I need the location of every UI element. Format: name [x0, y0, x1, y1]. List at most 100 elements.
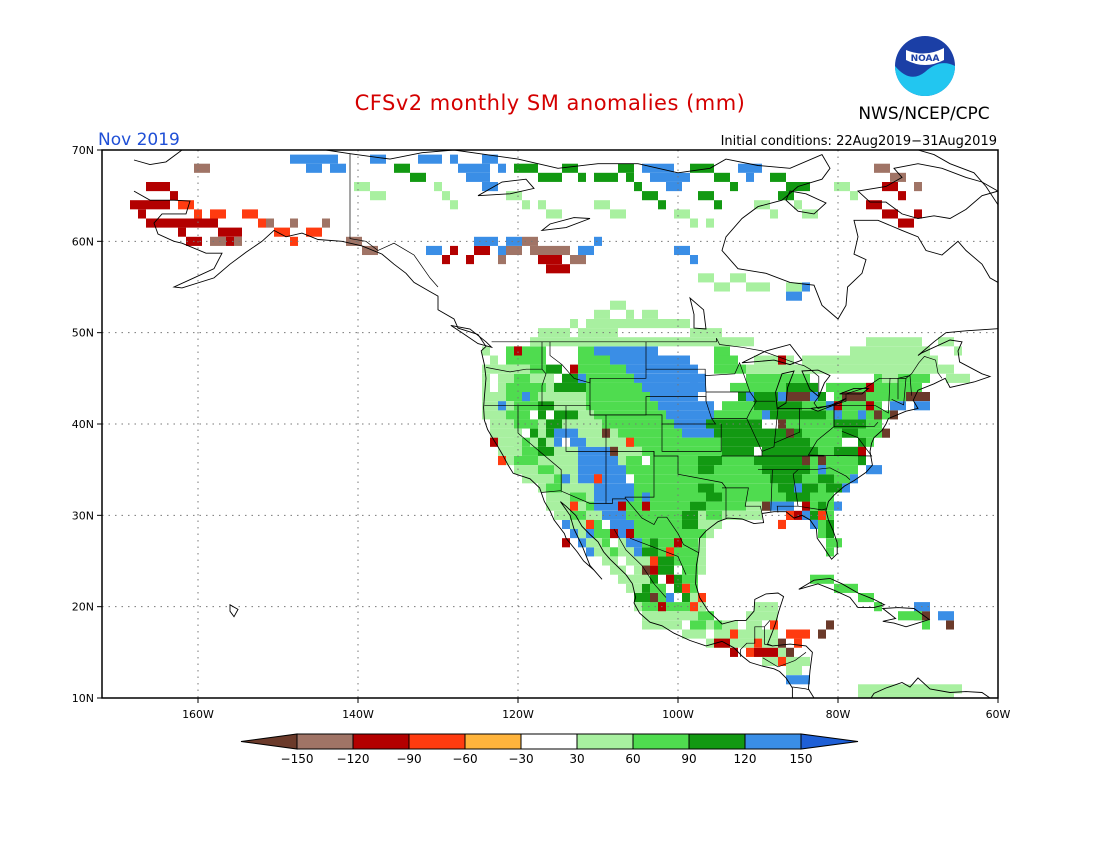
anomaly-cell-us-great-plains-blue: [690, 428, 698, 438]
anomaly-cell-us-light-green: [858, 355, 866, 365]
anomaly-cell-alaska-north-slope-blue: [314, 154, 322, 164]
anomaly-cell-canada-north-green: [698, 163, 706, 173]
anomaly-cell-us-green: [778, 437, 786, 447]
anomaly-cell-us-great-plains-blue: [602, 346, 610, 356]
anomaly-cell-canada-north-green: [730, 182, 738, 192]
anomaly-cell-us-bright-green: [578, 364, 586, 374]
lon-tick-label: 140W: [342, 708, 374, 721]
anomaly-cell-us-bright-green: [578, 355, 586, 365]
anomaly-cell-us-light-green: [634, 583, 642, 593]
anomaly-cell-scattered-brown: [914, 392, 922, 402]
anomaly-cell-us-southwest-blue: [578, 474, 586, 484]
anomaly-cell-us-bright-green: [810, 474, 818, 484]
anomaly-cell-alaska-brown-speckles: [218, 236, 226, 246]
anomaly-cell-us-bright-green: [898, 382, 906, 393]
anomaly-cell-canada-north-light-green: [538, 200, 546, 210]
anomaly-cell-alaska-west-red-orange: [218, 227, 226, 237]
anomaly-cell-us-light-green: [890, 346, 898, 356]
anomaly-cell-alaska-north-slope-blue: [418, 154, 426, 164]
anomaly-cell-us-light-green: [754, 611, 762, 621]
anomaly-cell-scattered-blue: [922, 401, 930, 411]
color-legend: −150 −120 −90 −60 −30 30 60 90 120 150: [240, 733, 859, 766]
anomaly-cell-us-bright-green: [666, 465, 674, 475]
anomaly-cell-us-green: [826, 483, 834, 493]
anomaly-cell-us-bright-green: [810, 492, 818, 502]
anomaly-cell-us-bright-green: [714, 501, 722, 511]
anomaly-cell-us-bright-green: [634, 465, 642, 475]
anomaly-cell-canada-north-green: [522, 163, 530, 173]
anomaly-cell-us-light-green: [738, 638, 746, 648]
anomaly-cell-us-light-green: [706, 519, 714, 530]
anomaly-cell-us-bright-green: [682, 565, 690, 575]
anomaly-cell-us-light-green: [554, 465, 562, 475]
anomaly-cell-scattered-blue: [578, 373, 586, 383]
anomaly-cell-us-bright-green: [802, 428, 810, 438]
anomaly-cell-us-bright-green: [722, 355, 730, 365]
anomaly-cell-us-bright-green: [818, 419, 826, 429]
anomaly-cell-us-light-green: [490, 419, 498, 429]
anomaly-cell-caribbean-cuba-green: [826, 574, 834, 584]
anomaly-cell-scattered-blue: [522, 392, 530, 402]
anomaly-cell-us-bright-green: [714, 620, 722, 630]
anomaly-cell-us-light-green: [618, 456, 626, 466]
anomaly-cell-us-light-green: [602, 556, 610, 566]
anomaly-cell-us-bright-green: [738, 410, 746, 420]
anomaly-cell-south-america-tip-green: [922, 693, 930, 698]
anomaly-cell-canada-south-red: [890, 209, 898, 219]
anomaly-cell-us-bright-green: [914, 373, 922, 383]
anomaly-cell-us-light-green: [594, 538, 602, 548]
anomaly-cell-us-bright-green: [674, 492, 682, 502]
border-nicaragua-cr: [792, 686, 809, 691]
month-label: Nov 2019: [98, 130, 180, 150]
anomaly-cell-us-green: [554, 364, 562, 374]
anomaly-cell-us-bright-green: [690, 456, 698, 466]
anomaly-cell-canada-north-green: [610, 172, 618, 182]
anomaly-cell-alaska-west-red-orange: [186, 218, 194, 228]
anomaly-cell-us-green: [778, 428, 786, 438]
anomaly-cell-us-light-green: [578, 392, 586, 402]
anomaly-cell-us-bright-green: [634, 529, 642, 539]
anomaly-cell-alaska-west-orange: [282, 227, 290, 237]
anomaly-cell-us-bright-green: [674, 547, 682, 557]
anomaly-cell-us-light-green: [554, 501, 562, 511]
anomaly-cell-us-light-green: [642, 556, 650, 566]
anomaly-cell-us-light-green: [874, 346, 882, 356]
anomaly-cell-us-bright-green: [586, 355, 594, 365]
border-mexico-states-b: [613, 528, 667, 598]
anomaly-cell-us-light-green: [498, 419, 506, 429]
anomaly-cell-us-bright-green: [530, 392, 538, 402]
anomaly-cell-us-light-green: [698, 538, 706, 548]
coastline-lake-huron: [801, 369, 831, 398]
anomaly-cell-us-light-green: [802, 355, 810, 365]
anomaly-cell-us-light-green: [746, 620, 754, 630]
anomaly-cell-scattered-blue: [802, 510, 810, 520]
anomaly-cell-alaska-brown-speckles: [362, 245, 370, 256]
legend-label: 60: [625, 752, 640, 766]
anomaly-cell-us-bright-green: [746, 373, 754, 383]
anomaly-cell-us-light-green: [578, 328, 586, 338]
anomaly-cell-us-light-green: [482, 364, 490, 374]
anomaly-cell-us-light-green: [538, 428, 546, 438]
anomaly-cell-alaska-north-slope-blue: [314, 163, 322, 173]
anomaly-cell-us-southwest-blue: [570, 437, 578, 447]
anomaly-cell-us-light-green: [578, 483, 586, 493]
anomaly-cell-canada-north-green: [714, 200, 722, 210]
anomaly-cell-us-bright-green: [650, 510, 658, 520]
anomaly-cell-us-bright-green: [730, 401, 738, 411]
anomaly-cell-us-bright-green: [874, 382, 882, 393]
anomaly-cell-canada-north-light-green: [802, 209, 810, 219]
anomaly-cell-us-green: [738, 392, 746, 402]
anomaly-cell-alaska-north-slope-blue: [490, 154, 498, 164]
anomaly-cell-us-great-plains-blue: [650, 346, 658, 356]
anomaly-cell-canada-west-blue-patch: [690, 255, 698, 265]
anomaly-cell-us-bright-green: [770, 483, 778, 493]
anomaly-cell-us-green: [554, 410, 562, 420]
anomaly-cell-us-green: [770, 410, 778, 420]
anomaly-cell-canada-west-blue-patch: [506, 236, 514, 246]
anomaly-cell-us-light-green: [682, 319, 690, 329]
anomaly-cell-us-light-green: [714, 629, 722, 639]
anomaly-cell-us-light-green: [770, 611, 778, 621]
anomaly-cell-canada-north-light-green: [626, 309, 634, 319]
anomaly-cell-scattered-blue: [762, 410, 770, 420]
anomaly-cell-us-bright-green: [618, 392, 626, 402]
